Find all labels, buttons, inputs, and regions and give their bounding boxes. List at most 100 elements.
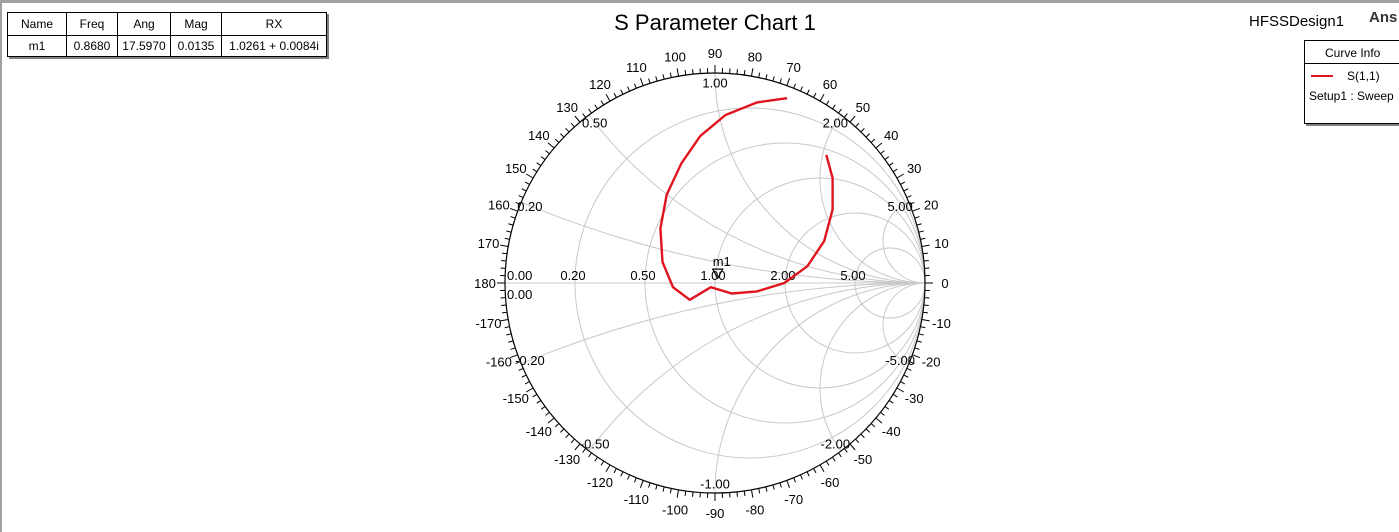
angle-tick [620, 89, 624, 95]
angle-tick [500, 244, 509, 248]
col-name[interactable]: Name [7, 12, 67, 36]
angle-tick [772, 76, 775, 82]
angle-ticks [497, 65, 933, 501]
angle-tick [825, 100, 830, 106]
angle-tick [639, 77, 644, 86]
angle-label: -160 [486, 355, 512, 370]
angle-tick [838, 452, 842, 458]
angle-tick [532, 168, 538, 173]
curve-info-legend[interactable]: Curve Info S(1,1) Setup1 : Sweep [1304, 40, 1399, 124]
angle-tick [922, 252, 928, 255]
angle-tick [662, 486, 665, 492]
angle-tick [574, 443, 581, 451]
reactance-label: -5.00 [885, 353, 915, 368]
legend-curve-name[interactable]: S(1,1) [1347, 69, 1380, 83]
angle-tick [799, 86, 803, 92]
angle-tick [918, 230, 924, 233]
angle-tick [540, 406, 546, 410]
angle-label: 60 [823, 77, 837, 92]
angle-label: -70 [784, 492, 803, 507]
angle-tick [906, 195, 912, 199]
cell-freq: 0.8680 [66, 35, 118, 57]
angle-label: -30 [905, 391, 924, 406]
angle-tick [676, 68, 680, 77]
resistance-label: 1.00 [700, 268, 725, 283]
resistance-label: 0.20 [560, 268, 585, 283]
angle-tick [554, 423, 560, 428]
col-rx[interactable]: RX [221, 12, 327, 36]
angle-label: -20 [922, 355, 941, 370]
resistance-circle [854, 247, 925, 319]
table-row[interactable]: m1 0.8680 17.5970 0.0135 1.0261 + 0.0084… [7, 35, 327, 57]
angle-tick [758, 72, 761, 78]
marker-table[interactable]: Name Freq Ang Mag RX m1 0.8680 17.5970 0… [7, 12, 327, 57]
angle-tick [502, 252, 508, 255]
angle-tick [922, 311, 928, 314]
angle-tick [849, 443, 856, 451]
angle-tick [896, 173, 905, 179]
angle-tick [860, 127, 865, 133]
angle-tick [536, 400, 542, 404]
cell-name: m1 [7, 35, 67, 57]
angle-tick [515, 361, 521, 365]
resistance-label: 2.00 [770, 268, 795, 283]
angle-tick [559, 428, 565, 433]
angle-tick [786, 480, 791, 489]
reactance-labels: 0.20 0.50 1.00 2.00 5.00 -0.20 -0.50 -1.00 -2.00… [515, 75, 915, 491]
angle-tick [875, 142, 883, 149]
angle-tick [838, 108, 842, 114]
resistance-circle [574, 107, 925, 459]
angle-tick [923, 304, 929, 306]
angle-tick [605, 464, 611, 473]
curve-info-title: Curve Info [1325, 46, 1381, 60]
reactance-arc [505, 282, 925, 493]
angle-label: -10 [932, 316, 951, 331]
s11-curve[interactable] [659, 97, 834, 302]
angle-tick [508, 340, 514, 343]
angle-labels: 0 10 20 30 40 50 60 70 80 90 100 110 120 130 140 150 160… [474, 46, 951, 521]
marker-m1[interactable]: m1 [711, 254, 731, 280]
reactance-label: 0.50 [582, 116, 607, 131]
marker-triangle-icon[interactable] [711, 268, 724, 280]
col-freq[interactable]: Freq [66, 12, 118, 36]
col-mag[interactable]: Mag [170, 12, 222, 36]
angle-tick [743, 490, 746, 496]
angle-tick [594, 456, 598, 462]
angle-tick [521, 374, 527, 378]
angle-tick [588, 452, 592, 458]
angle-label: 160 [488, 197, 510, 212]
angle-tick [500, 318, 509, 322]
angle-tick [648, 78, 651, 84]
angle-tick [669, 72, 672, 78]
angle-tick [743, 70, 746, 76]
angle-tick [909, 201, 915, 205]
angle-tick [502, 311, 508, 314]
angle-tick [639, 480, 644, 489]
resistance-label: 0.00 [507, 268, 532, 283]
angle-tick [510, 347, 516, 350]
angle-tick [736, 69, 738, 75]
angle-tick [501, 304, 507, 306]
reactance-label: -2.00 [821, 436, 851, 451]
angle-tick [793, 477, 797, 483]
angle-tick [574, 115, 581, 123]
angle-tick [648, 482, 651, 488]
angle-tick [655, 484, 658, 490]
angle-tick [912, 354, 921, 359]
angle-tick [510, 216, 516, 219]
angle-tick [524, 181, 530, 185]
angle-tick [819, 464, 825, 473]
resistance-label: 5.00 [840, 268, 865, 283]
angle-tick [540, 156, 546, 160]
reactance-label: 0.20 [517, 199, 542, 214]
angle-tick [916, 340, 922, 343]
angle-tick [920, 237, 926, 240]
angle-tick [903, 374, 909, 378]
col-ang[interactable]: Ang [117, 12, 171, 36]
cell-ang: 17.5970 [117, 35, 171, 57]
angle-tick [506, 230, 512, 233]
angle-tick [914, 216, 920, 219]
angle-tick [613, 468, 617, 474]
